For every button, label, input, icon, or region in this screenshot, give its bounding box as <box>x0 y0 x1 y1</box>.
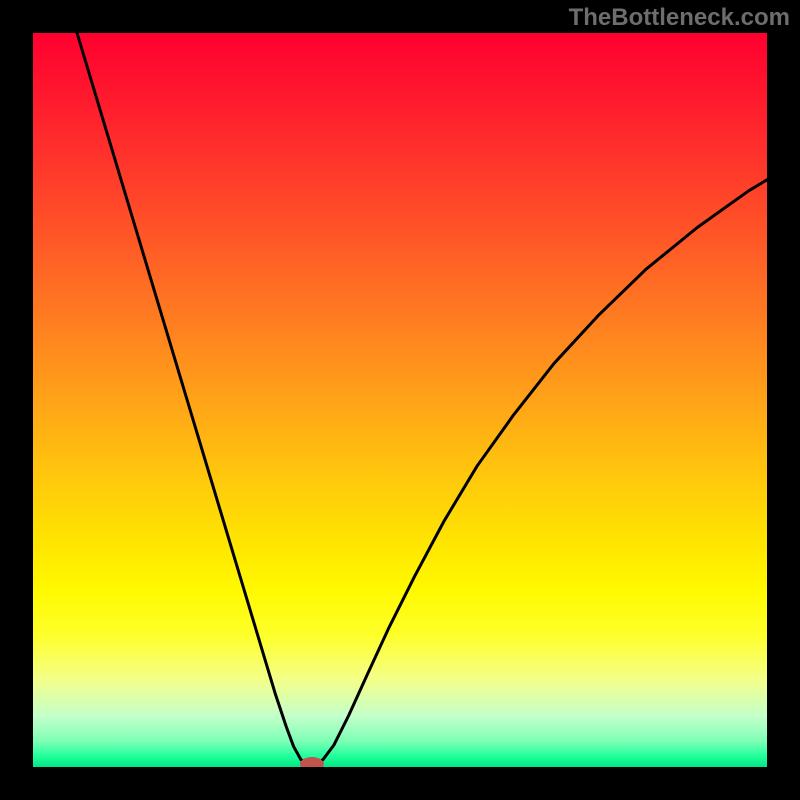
optimal-marker <box>300 757 324 767</box>
plot-area <box>33 33 767 767</box>
chart-container: TheBottleneck.com <box>0 0 800 800</box>
watermark-text: TheBottleneck.com <box>569 4 790 32</box>
curve-layer <box>33 33 767 767</box>
bottleneck-curve <box>77 33 767 765</box>
